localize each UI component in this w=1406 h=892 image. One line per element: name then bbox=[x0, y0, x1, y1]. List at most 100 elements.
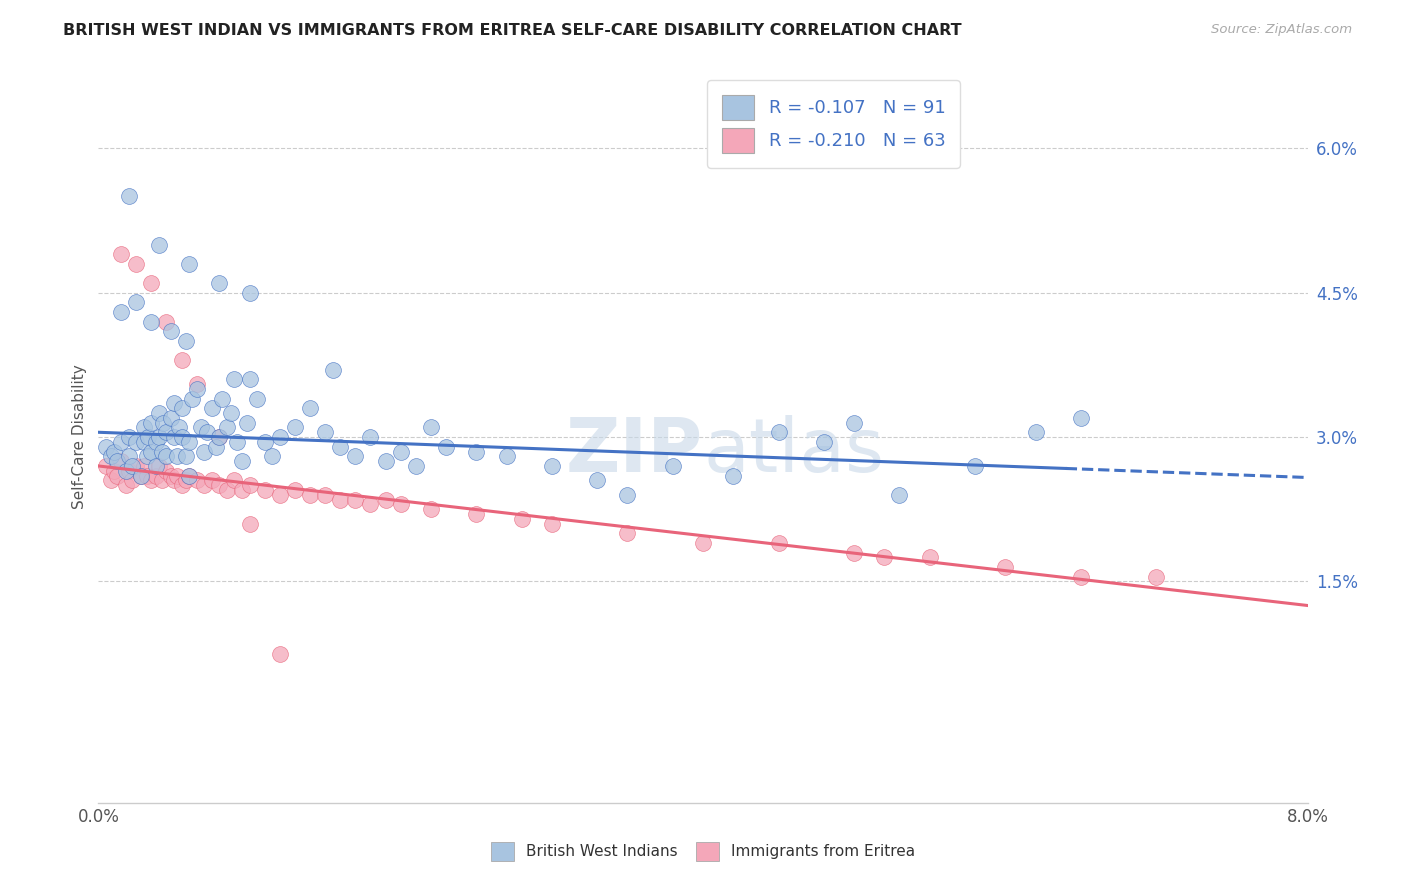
Point bbox=[284, 420, 307, 434]
Point bbox=[190, 420, 212, 434]
Point bbox=[465, 507, 488, 521]
Point bbox=[163, 430, 186, 444]
Point bbox=[405, 458, 427, 473]
Point bbox=[208, 430, 231, 444]
Point bbox=[360, 430, 382, 444]
Point bbox=[170, 353, 193, 368]
Point bbox=[215, 483, 238, 497]
Point bbox=[179, 468, 201, 483]
Point bbox=[495, 450, 517, 464]
Point bbox=[1025, 425, 1047, 440]
Point bbox=[360, 498, 382, 512]
Point bbox=[889, 488, 911, 502]
Point bbox=[103, 444, 125, 458]
Point bbox=[135, 450, 157, 464]
Point bbox=[141, 315, 163, 329]
Y-axis label: Self-Care Disability: Self-Care Disability bbox=[72, 365, 87, 509]
Point bbox=[100, 450, 122, 464]
Point bbox=[374, 492, 396, 507]
Point bbox=[269, 647, 291, 661]
Point bbox=[114, 478, 136, 492]
Point bbox=[174, 450, 197, 464]
Point bbox=[160, 410, 183, 425]
Point bbox=[224, 372, 246, 386]
Point bbox=[616, 526, 638, 541]
Point bbox=[94, 458, 117, 473]
Point bbox=[170, 430, 193, 444]
Text: ZIP: ZIP bbox=[565, 415, 703, 488]
Point bbox=[160, 324, 183, 338]
Point bbox=[179, 434, 201, 449]
Point bbox=[231, 454, 253, 468]
Point bbox=[132, 420, 155, 434]
Point bbox=[208, 430, 231, 444]
Point bbox=[329, 492, 352, 507]
Point bbox=[201, 401, 224, 416]
Point bbox=[314, 425, 336, 440]
Point bbox=[179, 468, 201, 483]
Point bbox=[246, 392, 269, 406]
Point bbox=[121, 474, 143, 488]
Point bbox=[284, 483, 307, 497]
Point bbox=[208, 478, 231, 492]
Point bbox=[125, 257, 148, 271]
Point bbox=[299, 488, 322, 502]
Point bbox=[844, 545, 866, 559]
Point bbox=[873, 550, 896, 565]
Point bbox=[118, 464, 141, 478]
Point bbox=[150, 474, 173, 488]
Point bbox=[163, 396, 186, 410]
Point bbox=[174, 474, 197, 488]
Point bbox=[768, 536, 790, 550]
Point bbox=[186, 474, 208, 488]
Point bbox=[195, 425, 218, 440]
Point bbox=[110, 305, 132, 319]
Point bbox=[253, 483, 276, 497]
Point bbox=[179, 257, 201, 271]
Point bbox=[170, 401, 193, 416]
Point bbox=[344, 450, 367, 464]
Point bbox=[389, 498, 412, 512]
Point bbox=[768, 425, 790, 440]
Point bbox=[105, 454, 128, 468]
Point bbox=[155, 315, 177, 329]
Point bbox=[226, 434, 249, 449]
Point bbox=[1146, 569, 1168, 583]
Point bbox=[103, 464, 125, 478]
Point bbox=[150, 444, 173, 458]
Point bbox=[152, 416, 174, 430]
Point bbox=[465, 444, 488, 458]
Point bbox=[141, 276, 163, 290]
Point bbox=[166, 468, 188, 483]
Point bbox=[813, 434, 835, 449]
Point bbox=[155, 464, 177, 478]
Point bbox=[136, 430, 159, 444]
Point bbox=[166, 450, 188, 464]
Point bbox=[135, 468, 157, 483]
Point bbox=[201, 474, 224, 488]
Point bbox=[540, 458, 562, 473]
Point bbox=[193, 444, 215, 458]
Point bbox=[262, 450, 284, 464]
Point bbox=[170, 478, 193, 492]
Point bbox=[299, 401, 322, 416]
Point bbox=[114, 464, 136, 478]
Point bbox=[186, 382, 208, 396]
Point bbox=[374, 454, 396, 468]
Point bbox=[125, 434, 148, 449]
Point bbox=[155, 425, 177, 440]
Point bbox=[155, 450, 177, 464]
Point bbox=[322, 362, 344, 376]
Point bbox=[420, 420, 443, 434]
Point bbox=[100, 474, 122, 488]
Point bbox=[344, 492, 367, 507]
Point bbox=[224, 474, 246, 488]
Point bbox=[167, 420, 190, 434]
Point bbox=[239, 372, 262, 386]
Point bbox=[141, 474, 163, 488]
Point bbox=[844, 416, 866, 430]
Point bbox=[148, 430, 170, 444]
Point bbox=[239, 516, 262, 531]
Point bbox=[132, 434, 155, 449]
Point bbox=[221, 406, 243, 420]
